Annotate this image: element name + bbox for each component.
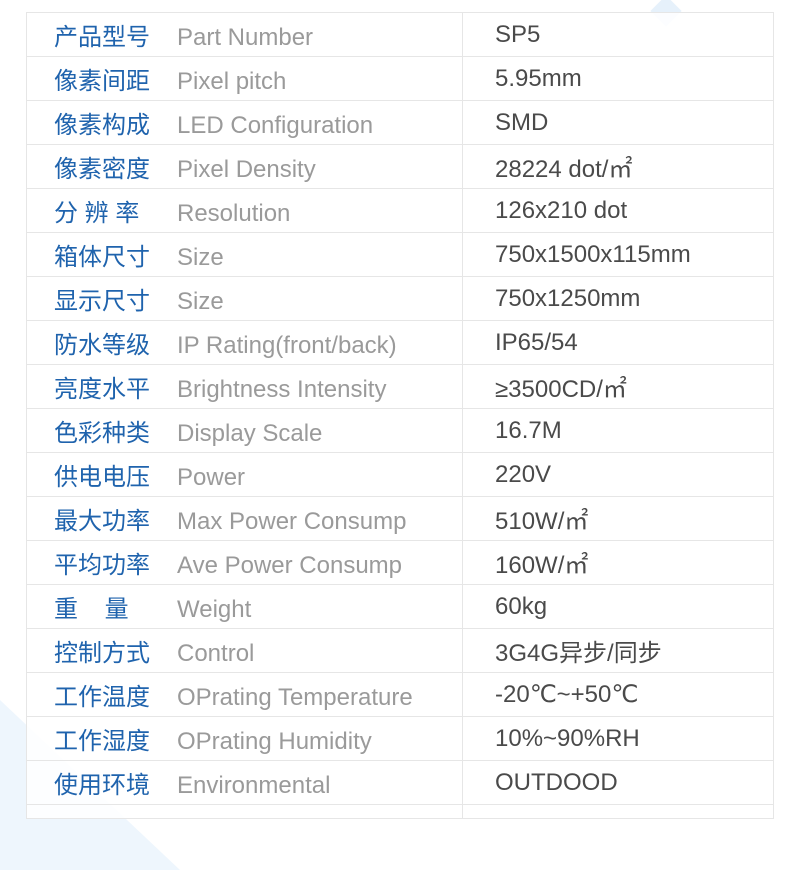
spec-label-cn: 重 量 — [54, 596, 129, 623]
spec-label-cell: 色彩种类 Display Scale — [26, 408, 463, 453]
spec-row: 显示尺寸 Size 750x1250mm — [26, 276, 774, 321]
spec-row: 工作湿度 OPrating Humidity 10%~90%RH — [26, 716, 774, 761]
spec-row: 重 量 Weight 60kg — [26, 584, 774, 629]
spec-label-cell: 工作湿度 OPrating Humidity — [26, 716, 463, 761]
spec-label-cn: 供电电压 — [54, 464, 150, 491]
spec-label-cell: 平均功率 Ave Power Consump — [26, 540, 463, 585]
spec-label-cn: 箱体尺寸 — [54, 244, 150, 271]
spec-label-en: OPrating Temperature — [177, 684, 413, 711]
empty-cell — [26, 804, 463, 819]
spec-row: 像素构成 LED Configuration SMD — [26, 100, 774, 145]
spec-label-en: OPrating Humidity — [177, 728, 372, 755]
spec-value: 160W/㎡ — [462, 540, 774, 585]
spec-row: 防水等级 IP Rating(front/back) IP65/54 — [26, 320, 774, 365]
spec-value: OUTDOOD — [462, 760, 774, 805]
spec-row: 平均功率 Ave Power Consump 160W/㎡ — [26, 540, 774, 585]
spec-label-cell: 防水等级 IP Rating(front/back) — [26, 320, 463, 365]
spec-table: 产品型号 Part Number SP5 像素间距 Pixel pitch 5.95mm 像… — [26, 12, 774, 819]
spec-value: 220V — [462, 452, 774, 497]
spec-label-cn: 使用环境 — [54, 772, 150, 799]
spec-row: 色彩种类 Display Scale 16.7M — [26, 408, 774, 453]
spec-row: 亮度水平 Brightness Intensity ≥3500CD/㎡ — [26, 364, 774, 409]
spec-label-cell: 箱体尺寸 Size — [26, 232, 463, 277]
spec-label-cn: 产品型号 — [54, 24, 150, 51]
spec-value: 60kg — [462, 584, 774, 629]
spec-label-en: Weight — [177, 596, 252, 623]
spec-row: 控制方式 Control 3G4G异步/同步 — [26, 628, 774, 673]
spec-label-cell: 像素密度 Pixel Density — [26, 144, 463, 189]
spec-label-cell: 像素间距 Pixel pitch — [26, 56, 463, 101]
spec-label-cn: 像素密度 — [54, 156, 150, 183]
spec-label-cn: 分 辨 率 — [54, 200, 140, 227]
spec-row: 使用环境 Environmental OUTDOOD — [26, 760, 774, 805]
spec-value: IP65/54 — [462, 320, 774, 365]
spec-label-cell: 供电电压 Power — [26, 452, 463, 497]
spec-label-cn: 最大功率 — [54, 508, 150, 535]
spec-label-cn: 平均功率 — [54, 552, 150, 579]
spec-value: 750x1250mm — [462, 276, 774, 321]
spec-value: SMD — [462, 100, 774, 145]
spec-label-cell: 重 量 Weight — [26, 584, 463, 629]
spec-value: 28224 dot/㎡ — [462, 144, 774, 189]
spec-label-en: Pixel pitch — [177, 68, 287, 95]
spec-label-en: Power — [177, 464, 246, 491]
spec-label-en: Size — [177, 288, 224, 315]
spec-label-cell: 显示尺寸 Size — [26, 276, 463, 321]
spec-value: 510W/㎡ — [462, 496, 774, 541]
spec-label-cn: 控制方式 — [54, 640, 150, 667]
spec-label-cn: 像素构成 — [54, 112, 150, 139]
spec-label-cell: 工作温度 OPrating Temperature — [26, 672, 463, 717]
spec-label-en: IP Rating(front/back) — [177, 332, 397, 359]
spec-label-cell: 像素构成 LED Configuration — [26, 100, 463, 145]
spec-row: 像素密度 Pixel Density 28224 dot/㎡ — [26, 144, 774, 189]
spec-row: 分 辨 率 Resolution 126x210 dot — [26, 188, 774, 233]
spec-label-cn: 工作湿度 — [54, 728, 150, 755]
spec-row: 工作温度 OPrating Temperature -20℃~+50℃ — [26, 672, 774, 717]
spec-value: ≥3500CD/㎡ — [462, 364, 774, 409]
spec-label-en: Brightness Intensity — [177, 376, 387, 403]
spec-label-cell: 产品型号 Part Number — [26, 12, 463, 57]
spec-row: 产品型号 Part Number SP5 — [26, 12, 774, 57]
spec-label-cn: 像素间距 — [54, 68, 150, 95]
spec-label-en: Pixel Density — [177, 156, 316, 183]
spec-label-cell: 亮度水平 Brightness Intensity — [26, 364, 463, 409]
spec-label-en: Ave Power Consump — [177, 552, 402, 579]
spec-row: 最大功率 Max Power Consump 510W/㎡ — [26, 496, 774, 541]
spec-label-cell: 分 辨 率 Resolution — [26, 188, 463, 233]
spec-value: 750x1500x115mm — [462, 232, 774, 277]
spec-label-en: Part Number — [177, 24, 314, 51]
spec-label-cn: 亮度水平 — [54, 376, 150, 403]
spec-row: 箱体尺寸 Size 750x1500x115mm — [26, 232, 774, 277]
spec-row: 供电电压 Power 220V — [26, 452, 774, 497]
spec-value: 3G4G异步/同步 — [462, 628, 774, 673]
spec-label-cell: 使用环境 Environmental — [26, 760, 463, 805]
spec-label-cn: 显示尺寸 — [54, 288, 150, 315]
spec-row: 像素间距 Pixel pitch 5.95mm — [26, 56, 774, 101]
spec-label-cn: 工作温度 — [54, 684, 150, 711]
spec-value: 10%~90%RH — [462, 716, 774, 761]
spec-label-en: Control — [177, 640, 255, 667]
spec-label-cn: 色彩种类 — [54, 420, 150, 447]
spec-value: SP5 — [462, 12, 774, 57]
empty-cell — [462, 804, 774, 819]
spec-value: 5.95mm — [462, 56, 774, 101]
spec-value: 16.7M — [462, 408, 774, 453]
spec-label-en: LED Configuration — [177, 112, 374, 139]
spec-label-en: Max Power Consump — [177, 508, 407, 535]
spec-row-empty — [26, 804, 774, 819]
spec-label-cell: 控制方式 Control — [26, 628, 463, 673]
spec-value: -20℃~+50℃ — [462, 672, 774, 717]
spec-label-en: Resolution — [177, 200, 291, 227]
spec-label-en: Size — [177, 244, 224, 271]
spec-label-en: Environmental — [177, 772, 331, 799]
spec-value: 126x210 dot — [462, 188, 774, 233]
spec-label-cn: 防水等级 — [54, 332, 150, 359]
spec-label-en: Display Scale — [177, 420, 323, 447]
spec-label-cell: 最大功率 Max Power Consump — [26, 496, 463, 541]
